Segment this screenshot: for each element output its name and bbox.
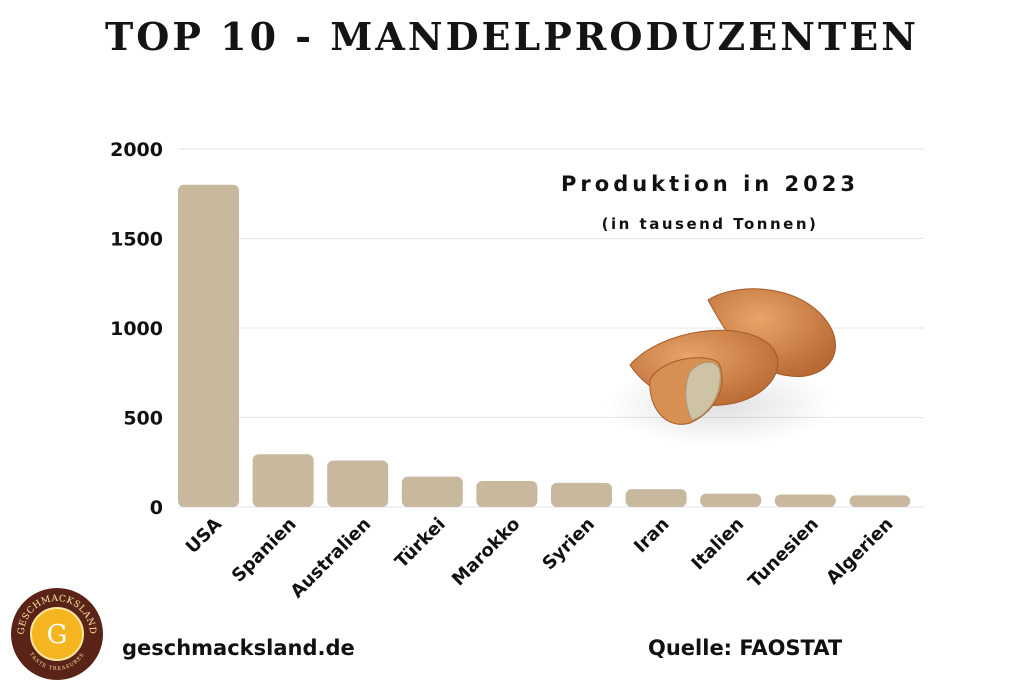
x-tick-label: Türkei: [391, 514, 450, 573]
bar-algerien: [849, 495, 911, 507]
y-tick-label: 1500: [110, 229, 163, 251]
bar-tunesien: [774, 494, 836, 507]
bar-australien: [327, 460, 389, 507]
website-label: geschmacksland.de: [122, 636, 355, 660]
x-tick-label: Tunesien: [744, 514, 823, 593]
brand-logo: GESCHMACKSLAND TASTE TREASURES G: [11, 588, 103, 680]
x-tick-label: Australien: [287, 514, 376, 603]
almond-illustration: [605, 288, 837, 447]
chart-title: TOP 10 - MANDELPRODUZENTEN: [105, 14, 919, 59]
source-label: Quelle: FAOSTAT: [648, 636, 843, 660]
x-tick-label: Spanien: [228, 514, 301, 587]
bar-syrien: [551, 482, 612, 507]
almond-kernel: [685, 361, 721, 421]
y-axis-ticks: 0 500 1000 1500 2000: [110, 139, 163, 519]
bar-türkei: [401, 476, 463, 507]
bar-italien: [700, 493, 762, 507]
bar-iran: [625, 489, 687, 507]
bars: [178, 184, 911, 508]
x-tick-label: Iran: [630, 514, 674, 558]
unit-note: (in tausend Tonnen): [601, 215, 819, 233]
bar-spanien: [252, 454, 314, 507]
x-tick-label: USA: [182, 514, 226, 558]
y-tick-label: 0: [150, 497, 163, 519]
x-tick-label: Algerien: [822, 514, 897, 589]
x-tick-label: Italien: [688, 514, 749, 575]
y-tick-label: 2000: [110, 139, 163, 161]
x-tick-label: Syrien: [538, 514, 599, 575]
x-tick-label: Marokko: [448, 514, 524, 590]
bar-marokko: [476, 481, 538, 507]
chart-subtitle: Produktion in 2023: [561, 172, 859, 196]
logo-letter: G: [47, 620, 68, 650]
y-tick-label: 500: [123, 408, 163, 430]
bar-usa: [178, 184, 239, 508]
y-tick-label: 1000: [110, 318, 163, 340]
